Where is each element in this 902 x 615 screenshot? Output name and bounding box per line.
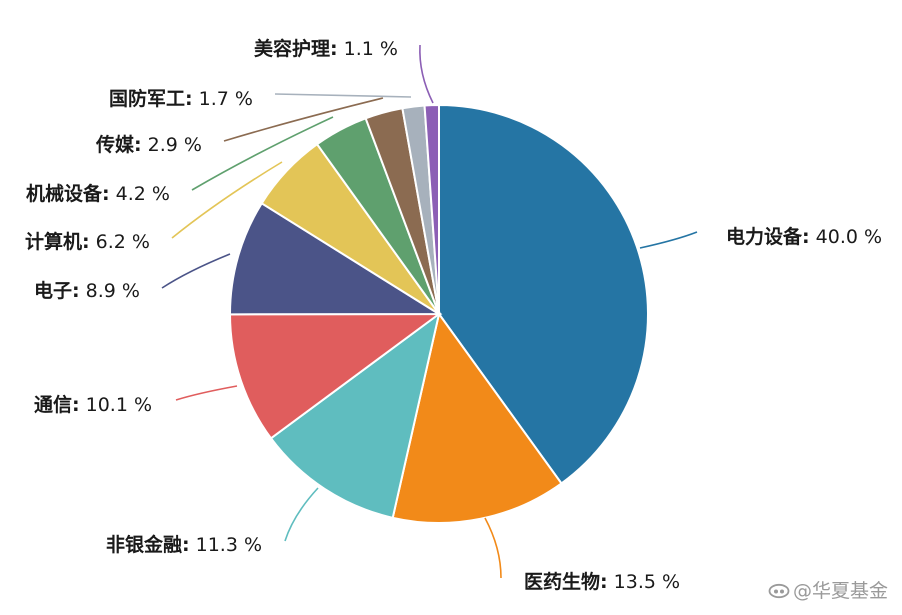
pie-slice-2 bbox=[391, 311, 563, 524]
slice-label-name: 美容护理: bbox=[254, 37, 338, 60]
slice-label-value: 2.9 % bbox=[142, 134, 202, 156]
slice-label-value: 10.1 % bbox=[80, 394, 152, 416]
pie-slice-10 bbox=[423, 103, 440, 315]
slice-label-4: 通信: 10.1 % bbox=[34, 393, 152, 416]
pie-slice-1 bbox=[438, 103, 649, 485]
slice-label-value: 1.1 % bbox=[338, 38, 398, 60]
slice-label-name: 电子: bbox=[34, 279, 80, 302]
leader-line-1 bbox=[639, 231, 698, 249]
slice-label-3: 非银金融: 11.3 % bbox=[106, 533, 262, 556]
leader-line-4 bbox=[175, 385, 238, 401]
slice-label-value: 40.0 % bbox=[810, 226, 882, 248]
label-leader-lines bbox=[161, 44, 698, 579]
watermark: @华夏基金 bbox=[768, 576, 888, 603]
slice-label-1: 电力设备: 40.0 % bbox=[726, 225, 882, 248]
watermark-text: @华夏基金 bbox=[792, 580, 888, 602]
slice-label-2: 医药生物: 13.5 % bbox=[524, 570, 680, 593]
slice-label-value: 11.3 % bbox=[190, 534, 262, 556]
slice-label-value: 13.5 % bbox=[608, 571, 680, 593]
slice-label-name: 传媒: bbox=[95, 133, 142, 156]
slice-label-5: 电子: 8.9 % bbox=[34, 279, 140, 302]
weibo-eye-icon bbox=[768, 583, 790, 599]
slice-label-7: 机械设备: 4.2 % bbox=[26, 182, 170, 205]
slice-label-name: 机械设备: bbox=[26, 182, 110, 205]
slice-label-10: 美容护理: 1.1 % bbox=[254, 37, 398, 60]
leader-line-5 bbox=[161, 253, 231, 289]
slice-label-8: 传媒: 2.9 % bbox=[95, 133, 202, 156]
slice-label-6: 计算机: 6.2 % bbox=[25, 230, 150, 253]
leader-line-7 bbox=[191, 116, 334, 191]
leader-line-2 bbox=[484, 517, 502, 579]
slice-label-value: 8.9 % bbox=[80, 280, 140, 302]
slice-label-value: 4.2 % bbox=[110, 183, 170, 205]
pie-slices bbox=[228, 103, 649, 524]
slice-label-name: 非银金融: bbox=[106, 533, 190, 556]
leader-line-8 bbox=[223, 97, 384, 142]
leader-line-3 bbox=[284, 487, 319, 542]
slice-labels: 电力设备: 40.0 % 医药生物: 13.5 % 非银金融: 11.3 % 通信: … bbox=[25, 37, 882, 593]
slice-label-name: 通信: bbox=[34, 393, 80, 416]
pie-slice-5 bbox=[228, 201, 443, 316]
leader-line-9 bbox=[274, 93, 412, 98]
leader-line-10 bbox=[419, 44, 434, 104]
pie-slice-3 bbox=[269, 311, 441, 520]
slice-label-name: 计算机: bbox=[25, 230, 90, 253]
slice-label-name: 医药生物: bbox=[524, 570, 608, 593]
slice-label-name: 国防军工: bbox=[109, 87, 193, 110]
slice-label-value: 6.2 % bbox=[90, 231, 150, 253]
pie-slice-4 bbox=[228, 312, 443, 440]
slice-label-name: 电力设备: bbox=[726, 225, 810, 248]
leader-line-6 bbox=[171, 161, 283, 239]
slice-label-value: 1.7 % bbox=[193, 88, 253, 110]
slice-label-9: 国防军工: 1.7 % bbox=[109, 87, 253, 110]
